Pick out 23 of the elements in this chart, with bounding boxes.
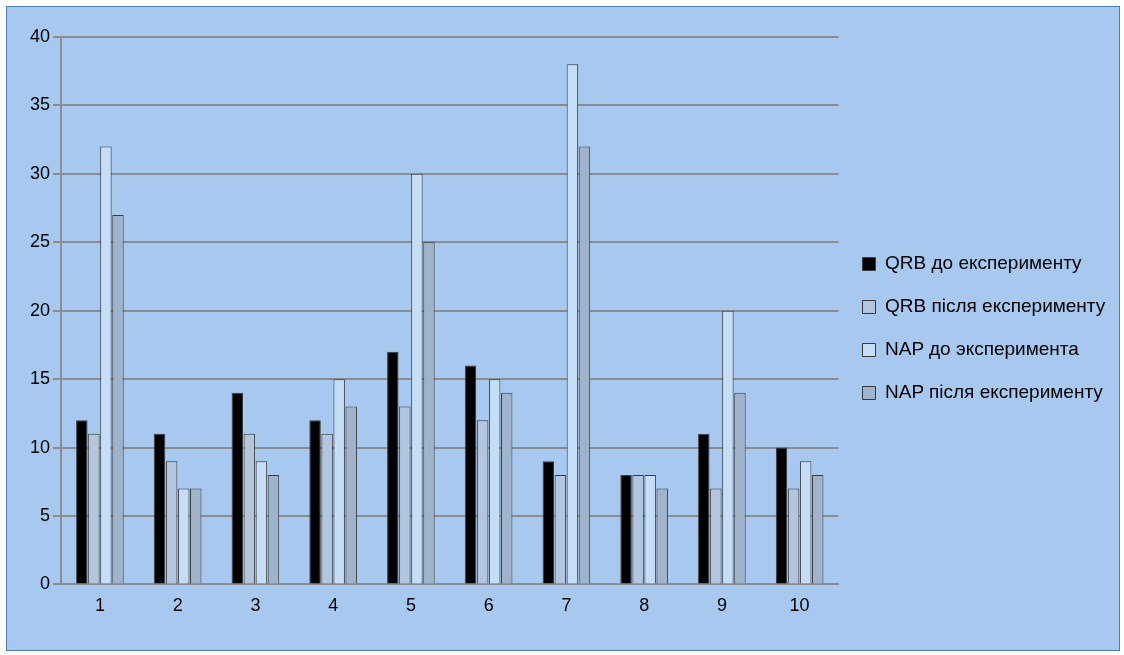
x-tick-label: 7 — [561, 595, 572, 616]
y-tick-label: 5 — [40, 504, 51, 525]
x-tick-label: 4 — [328, 595, 339, 616]
y-tick-label: 10 — [29, 436, 51, 457]
legend-label: NAP після експерименту — [885, 381, 1104, 403]
y-tick-label: 35 — [29, 94, 51, 115]
y-tick-label: 15 — [29, 368, 51, 389]
legend-label: QRB після експерименту — [885, 295, 1106, 317]
x-tick-label: 2 — [172, 595, 183, 616]
y-tick-label: 40 — [29, 25, 51, 46]
x-tick-label: 3 — [250, 595, 261, 616]
x-tick-label: 1 — [94, 595, 105, 616]
y-tick-label: 20 — [29, 299, 51, 320]
y-tick-label: 25 — [29, 231, 51, 252]
y-tick-label: 30 — [29, 162, 51, 183]
x-tick-label: 10 — [789, 595, 810, 616]
y-tick-label: 0 — [40, 573, 51, 594]
x-tick-label: 5 — [405, 595, 416, 616]
legend-label: QRB до експерименту — [885, 252, 1083, 274]
x-tick-label: 9 — [716, 595, 727, 616]
x-tick-label: 6 — [483, 595, 494, 616]
x-tick-label: 8 — [639, 595, 650, 616]
legend-label: NAP до эксперимента — [885, 338, 1080, 360]
